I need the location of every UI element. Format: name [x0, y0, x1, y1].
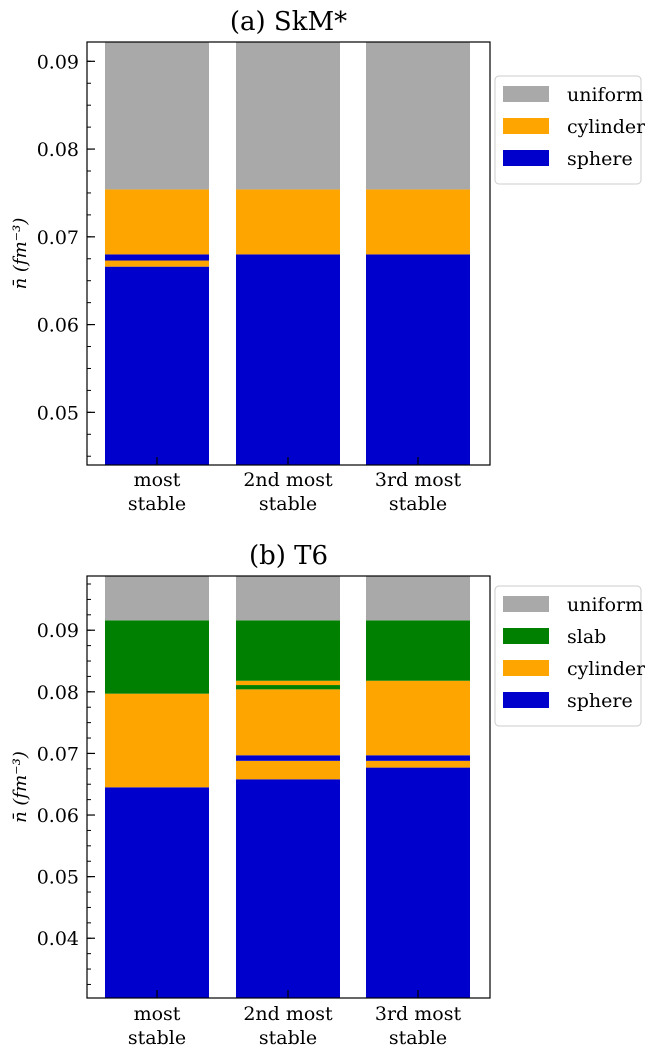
x-tick-label: 3rd most: [375, 1003, 462, 1025]
y-tick-label: 0.07: [37, 743, 79, 765]
chart-title: (a) SkM*: [230, 7, 347, 37]
bar-segment-cylinder: [366, 680, 470, 756]
bar-segment-cylinder: [236, 760, 340, 780]
bar-segment-sphere: [236, 755, 340, 761]
bar-segment-sphere: [236, 779, 340, 998]
bar-segment-sphere: [105, 266, 209, 465]
y-tick-label: 0.06: [37, 805, 79, 827]
x-tick-label: most: [134, 1003, 181, 1025]
y-tick-label: 0.08: [37, 139, 79, 161]
bar-segment-sphere: [366, 254, 470, 465]
x-tick-label: stable: [389, 493, 447, 515]
x-tick-label: stable: [128, 493, 186, 515]
legend-swatch-slab: [503, 628, 549, 644]
bar-segment-cylinder: [366, 189, 470, 255]
bar-segment-uniform: [366, 42, 470, 190]
legend-label-uniform: uniform: [567, 84, 643, 106]
chart-panel-1: (b) T60.040.050.060.070.080.09moststable…: [10, 541, 645, 1049]
x-tick-label: stable: [389, 1027, 447, 1049]
legend-label-cylinder: cylinder: [567, 658, 645, 680]
bar-segment-cylinder: [105, 260, 209, 267]
bar-segment-slab: [236, 685, 340, 690]
bar-segment-sphere: [366, 767, 470, 998]
bar-segment-uniform: [236, 576, 340, 621]
bar-segment-uniform: [236, 42, 340, 190]
bar-segment-slab: [105, 620, 209, 694]
y-tick-label: 0.07: [37, 227, 79, 249]
y-axis-label: n̄ (fm⁻³): [10, 218, 31, 290]
legend-swatch-uniform: [503, 86, 549, 102]
legend-swatch-uniform: [503, 596, 549, 612]
chart-title: (b) T6: [249, 541, 328, 571]
y-tick-label: 0.04: [37, 928, 79, 950]
bar-segment-sphere: [105, 254, 209, 261]
y-tick-label: 0.05: [37, 402, 79, 424]
legend-box: [494, 585, 642, 727]
y-tick-label: 0.09: [37, 51, 79, 73]
x-tick-label: 2nd most: [243, 1003, 333, 1025]
x-tick-label: stable: [259, 1027, 317, 1049]
chart-panel-0: (a) SkM*0.050.060.070.080.09moststable2n…: [10, 7, 645, 515]
legend-label-sphere: sphere: [567, 690, 633, 712]
bar-segment-cylinder: [105, 189, 209, 255]
legend-label-uniform: uniform: [567, 594, 643, 616]
bar-segment-sphere: [105, 787, 209, 998]
x-tick-label: 2nd most: [243, 469, 333, 491]
bar-segment-uniform: [105, 576, 209, 621]
legend-swatch-cylinder: [503, 660, 549, 676]
bar-segment-cylinder: [105, 693, 209, 788]
bar-segment-sphere: [366, 755, 470, 761]
x-tick-label: stable: [259, 493, 317, 515]
y-tick-label: 0.08: [37, 682, 79, 704]
legend-label-cylinder: cylinder: [567, 116, 645, 138]
x-tick-label: 3rd most: [375, 469, 462, 491]
legend-swatch-sphere: [503, 692, 549, 708]
y-tick-label: 0.05: [37, 867, 79, 889]
bar-segment-slab: [366, 620, 470, 681]
legend-swatch-sphere: [503, 150, 549, 166]
y-tick-label: 0.06: [37, 315, 79, 337]
y-tick-label: 0.09: [37, 620, 79, 642]
legend-swatch-cylinder: [503, 118, 549, 134]
bar-segment-uniform: [105, 42, 209, 190]
bar-segment-sphere: [236, 254, 340, 465]
bar-segment-cylinder: [236, 680, 340, 686]
x-tick-label: most: [134, 469, 181, 491]
x-tick-label: stable: [128, 1027, 186, 1049]
bar-segment-cylinder: [236, 689, 340, 756]
legend-label-slab: slab: [567, 626, 606, 648]
bar-segment-uniform: [366, 576, 470, 621]
bar-segment-slab: [236, 620, 340, 681]
y-axis-label: n̄ (fm⁻³): [10, 751, 31, 823]
legend-label-sphere: sphere: [567, 148, 633, 170]
bar-segment-cylinder: [236, 189, 340, 255]
bar-segment-cylinder: [366, 760, 470, 768]
